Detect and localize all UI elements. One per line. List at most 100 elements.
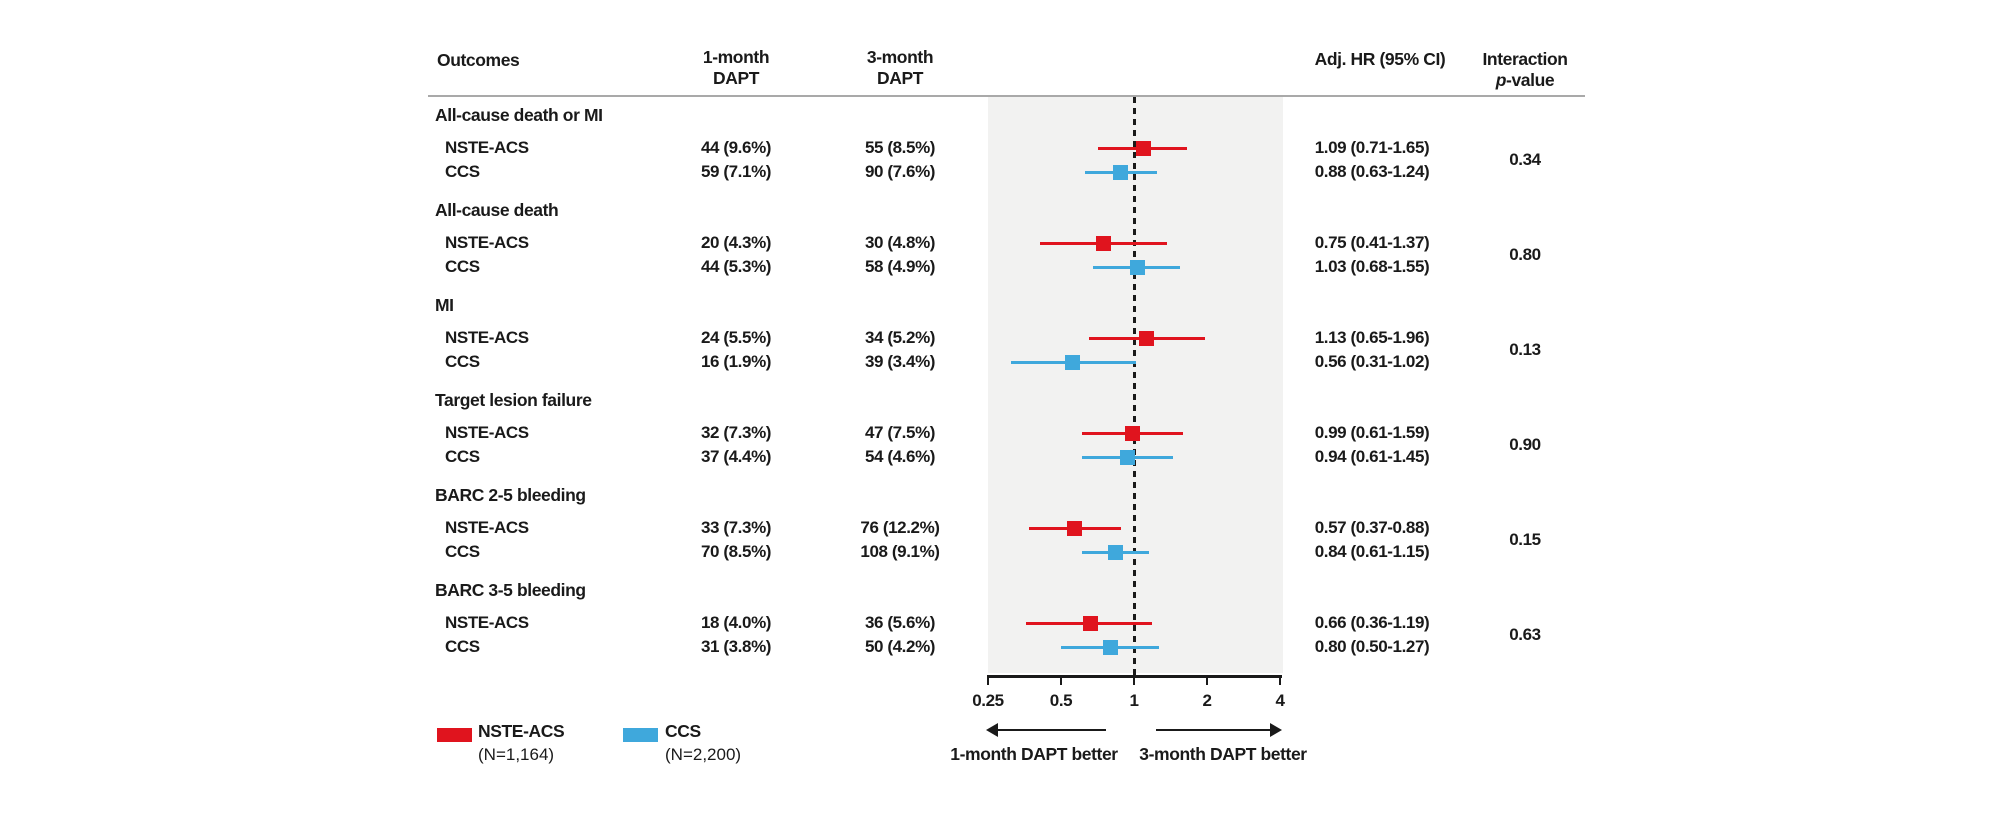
hr-point-marker (1135, 140, 1151, 156)
right-arrowhead-icon (1270, 723, 1282, 737)
column-header-interaction-line1: Interaction (1482, 49, 1568, 69)
hr-point-marker (1065, 354, 1081, 370)
subgroup-label: CCS (445, 352, 480, 371)
hr-point-marker (1096, 235, 1112, 251)
hr-ci-value: 0.57 (0.37-0.88) (1314, 518, 1430, 537)
events-3month-value: 50 (4.2%) (864, 637, 936, 656)
legend-label-nste-acs: NSTE-ACS (478, 721, 565, 741)
subgroup-label: NSTE-ACS (445, 613, 529, 632)
axis-tick-label: 0.25 (972, 691, 1004, 710)
hr-ci-value: 1.03 (0.68-1.55) (1314, 257, 1430, 276)
outcome-label: MI (435, 295, 454, 315)
events-1month-value: 32 (7.3%) (700, 423, 772, 442)
interaction-p-value: 0.34 (1509, 150, 1541, 169)
events-3month-value: 108 (9.1%) (860, 542, 940, 561)
hr-ci-value: 1.09 (0.71-1.65) (1314, 138, 1430, 157)
subgroup-label: CCS (445, 162, 480, 181)
column-header-3month-dapt: 3-month DAPT (825, 47, 975, 89)
events-1month-value: 59 (7.1%) (700, 162, 772, 181)
hr-point-marker (1113, 164, 1129, 180)
left-arrowhead-icon (986, 723, 998, 737)
hr-ci-value: 0.99 (0.61-1.59) (1314, 423, 1430, 442)
events-3month-value: 34 (5.2%) (864, 328, 936, 347)
axis-tick-label: 1 (1129, 691, 1139, 710)
column-header-1month-line1: 1-month (702, 47, 770, 67)
p-italic: p (1495, 70, 1507, 90)
hr-point-marker (1129, 259, 1145, 275)
hr-ci-value: 0.88 (0.63-1.24) (1314, 162, 1430, 181)
axis-tick (1059, 675, 1063, 685)
column-header-3month-line2: DAPT (876, 68, 924, 88)
column-header-1month-dapt: 1-month DAPT (661, 47, 811, 89)
column-header-interaction-line2: p-value (1425, 70, 1625, 91)
subgroup-label: CCS (445, 447, 480, 466)
events-3month-value: 76 (12.2%) (860, 518, 940, 537)
axis-tick-label: 0.5 (1049, 691, 1073, 710)
events-1month-value: 16 (1.9%) (700, 352, 772, 371)
axis-tick (986, 675, 990, 685)
events-3month-value: 55 (8.5%) (864, 138, 936, 157)
subgroup-label: NSTE-ACS (445, 423, 529, 442)
outcome-label: All-cause death (435, 200, 559, 220)
legend-sublabel-ccs: (N=2,200) (665, 745, 742, 764)
interaction-p-value: 0.15 (1509, 530, 1541, 549)
outcome-label: All-cause death or MI (435, 105, 603, 125)
events-1month-value: 37 (4.4%) (700, 447, 772, 466)
p-value-rest: -value (1506, 70, 1555, 90)
events-1month-value: 31 (3.8%) (700, 637, 772, 656)
events-1month-value: 24 (5.5%) (700, 328, 772, 347)
legend-swatch-nste-acs (437, 728, 472, 742)
axis-tick-label: 4 (1275, 691, 1285, 710)
axis-tick (1205, 675, 1209, 685)
hr-point-marker (1102, 639, 1118, 655)
events-3month-value: 36 (5.6%) (864, 613, 936, 632)
hr-ci-value: 0.84 (0.61-1.15) (1314, 542, 1430, 561)
direction-label-right: 3-month DAPT better (1139, 744, 1307, 764)
events-3month-value: 47 (7.5%) (864, 423, 936, 442)
events-1month-value: 20 (4.3%) (700, 233, 772, 252)
events-1month-value: 70 (8.5%) (700, 542, 772, 561)
column-header-3month-line1: 3-month (866, 47, 934, 67)
header-divider-rule (428, 95, 1585, 97)
legend-swatch-ccs (623, 728, 658, 742)
column-header-outcomes: Outcomes (437, 50, 520, 70)
right-arrow-line (1156, 729, 1272, 731)
events-1month-value: 18 (4.0%) (700, 613, 772, 632)
events-3month-value: 54 (4.6%) (864, 447, 936, 466)
subgroup-label: NSTE-ACS (445, 138, 529, 157)
hr-ci-value: 0.94 (0.61-1.45) (1314, 447, 1430, 466)
events-3month-value: 30 (4.8%) (864, 233, 936, 252)
hr-point-marker (1108, 544, 1124, 560)
hr-ci-value: 0.66 (0.36-1.19) (1314, 613, 1430, 632)
interaction-p-value: 0.63 (1509, 625, 1541, 644)
hr-point-marker (1119, 449, 1135, 465)
legend-label-ccs: CCS (665, 721, 701, 741)
hr-point-marker (1139, 330, 1155, 346)
reference-line-hr1 (1133, 97, 1136, 677)
events-3month-value: 90 (7.6%) (864, 162, 936, 181)
column-header-1month-line2: DAPT (712, 68, 760, 88)
subgroup-label: CCS (445, 257, 480, 276)
hr-point-marker (1125, 425, 1141, 441)
hr-ci-value: 0.75 (0.41-1.37) (1314, 233, 1430, 252)
hr-point-marker (1067, 520, 1083, 536)
direction-label-left: 1-month DAPT better (950, 744, 1118, 764)
outcome-label: BARC 2-5 bleeding (435, 485, 586, 505)
column-header-adj-hr: Adj. HR (95% CI) (1314, 49, 1446, 69)
subgroup-label: CCS (445, 542, 480, 561)
events-3month-value: 58 (4.9%) (864, 257, 936, 276)
column-header-interaction-p: Interaction p-value (1425, 49, 1625, 91)
left-arrow-line (996, 729, 1106, 731)
axis-tick (1278, 675, 1282, 685)
events-1month-value: 44 (5.3%) (700, 257, 772, 276)
hr-ci-value: 0.56 (0.31-1.02) (1314, 352, 1430, 371)
outcome-label: Target lesion failure (435, 390, 592, 410)
events-1month-value: 33 (7.3%) (700, 518, 772, 537)
interaction-p-value: 0.90 (1509, 435, 1541, 454)
interaction-p-value: 0.13 (1509, 340, 1541, 359)
plot-background (988, 97, 1283, 673)
subgroup-label: NSTE-ACS (445, 518, 529, 537)
axis-tick (1132, 675, 1136, 685)
axis-tick-label: 2 (1202, 691, 1212, 710)
